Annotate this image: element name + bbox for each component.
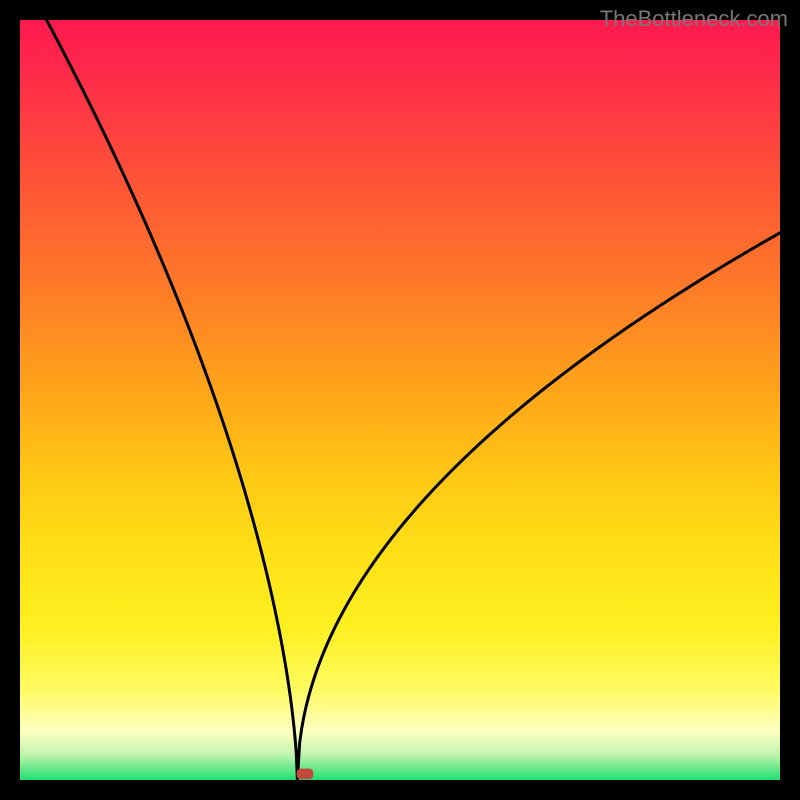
watermark-label: TheBottleneck.com — [600, 6, 788, 32]
chart-svg — [0, 0, 800, 800]
min-marker — [297, 769, 314, 780]
chart-background — [20, 20, 780, 780]
bottleneck-chart: TheBottleneck.com — [0, 0, 800, 800]
